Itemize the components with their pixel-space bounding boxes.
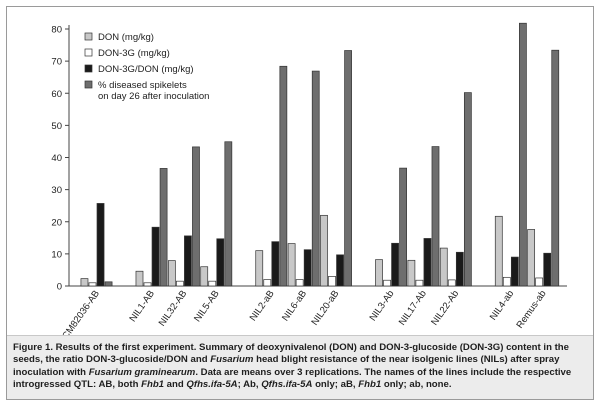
bar xyxy=(502,276,511,287)
bar xyxy=(192,146,200,287)
caption-text: ; Ab, xyxy=(237,379,262,391)
y-tick-label: 80 xyxy=(51,25,62,36)
y-tick-label: 70 xyxy=(51,57,62,68)
bar xyxy=(391,242,399,287)
bar xyxy=(494,215,503,287)
figure-panel: 0 10 20 30 40 50 60 70 80 CM82036-AB NIL1-AB NIL32-… xyxy=(6,6,594,400)
bar xyxy=(151,226,160,287)
bar xyxy=(320,214,328,287)
bar xyxy=(344,50,352,287)
x-tick-label: CM82036-AB xyxy=(60,288,102,335)
bar xyxy=(447,279,456,287)
y-tick-label: 10 xyxy=(51,249,62,260)
chart-legend: DON (mg/kg) DON-3G (mg/kg) DON-3G/DON (mg/… xyxy=(84,32,209,102)
caption-italic: Qfhs.ifa-5A xyxy=(186,379,238,391)
bar xyxy=(104,281,113,287)
figure-caption: Figure 1. Results of the first experimen… xyxy=(7,335,593,399)
caption-italic: Qfhs.ifa-5A xyxy=(261,379,313,391)
y-tick-label: 40 xyxy=(51,153,62,164)
x-tick-label: Remus-ab xyxy=(515,288,549,330)
bar xyxy=(224,141,233,287)
legend-swatch xyxy=(84,32,93,41)
x-tick-label: NIL20-aB xyxy=(309,288,341,327)
bar xyxy=(527,229,536,287)
caption-italic: Fhb1 xyxy=(358,379,382,391)
bar xyxy=(88,282,97,287)
legend-swatch xyxy=(84,64,93,73)
y-tick-label: 20 xyxy=(51,217,62,228)
x-tick-label: NIL22-Ab xyxy=(429,288,461,327)
bar xyxy=(311,70,320,287)
legend-label: DON (mg/kg) xyxy=(98,32,154,43)
bar xyxy=(80,278,89,287)
bar xyxy=(463,92,472,287)
y-tick-label: 60 xyxy=(51,89,62,100)
y-tick-label: 50 xyxy=(51,121,62,132)
bar xyxy=(399,167,407,287)
caption-text: Results of the first experiment. Summary… xyxy=(13,342,569,366)
x-tick-label: NIL1-AB xyxy=(127,288,157,324)
legend-label: DON-3G (mg/kg) xyxy=(98,48,170,59)
caption-figure-label: Figure 1. xyxy=(13,342,53,353)
bar xyxy=(96,203,105,287)
bar-chart: 0 10 20 30 40 50 60 70 80 CM82036-AB NIL1-AB NIL32-… xyxy=(51,22,567,335)
y-tick-label: 30 xyxy=(51,185,62,196)
chart-bars xyxy=(80,22,560,287)
bar xyxy=(455,251,464,287)
bar xyxy=(423,238,432,287)
bar xyxy=(519,22,527,287)
y-tick-label: 0 xyxy=(57,282,62,293)
caption-text: head blight resistance of the near isolg… xyxy=(13,354,560,378)
bar xyxy=(510,256,519,287)
caption-text: . Data are means over 3 replications. Th… xyxy=(13,366,572,391)
bar xyxy=(543,252,552,287)
caption-italic: Fhb1 xyxy=(141,379,165,391)
bar xyxy=(407,259,416,287)
bar xyxy=(439,247,448,287)
caption-text: and xyxy=(164,379,187,391)
bar xyxy=(383,279,391,287)
legend-label: DON-3G/DON (mg/kg) xyxy=(98,64,194,75)
x-tick-label: NIL6-aB xyxy=(280,288,309,323)
bar xyxy=(143,282,152,287)
bar xyxy=(535,277,544,287)
x-tick-label: NIL32-AB xyxy=(157,288,190,328)
legend-swatch xyxy=(84,80,93,89)
bar xyxy=(551,49,560,287)
x-tick-label: NIL4-ab xyxy=(488,288,516,322)
bar xyxy=(159,168,168,287)
bar xyxy=(167,260,176,287)
bar xyxy=(279,65,288,287)
bar xyxy=(176,280,184,287)
legend-label: % diseased spikelets xyxy=(98,80,187,91)
caption-text: only; aB, xyxy=(312,379,359,391)
bar xyxy=(287,243,296,287)
bar xyxy=(415,279,424,287)
bar xyxy=(255,250,264,287)
legend-label: on day 26 after inoculation xyxy=(98,91,209,102)
bar xyxy=(303,249,312,287)
caption-italic: Fusarium graminearum xyxy=(88,366,196,378)
bar xyxy=(200,266,209,287)
bar xyxy=(375,259,383,287)
x-tick-label: NIL17-Ab xyxy=(397,288,429,327)
bar xyxy=(295,279,304,287)
bar xyxy=(216,238,225,287)
bar xyxy=(271,241,280,287)
x-tick-label: NIL2-aB xyxy=(248,288,277,323)
caption-italic: Fusarium xyxy=(210,354,254,366)
bar xyxy=(208,280,217,287)
bar xyxy=(431,146,440,287)
bar xyxy=(328,276,336,287)
x-tick-label: NIL3-Ab xyxy=(368,288,397,323)
bar xyxy=(135,270,144,287)
caption-text: only; ab, none. xyxy=(381,379,452,391)
bar xyxy=(336,254,344,287)
legend-swatch xyxy=(84,48,93,57)
bar xyxy=(263,279,272,287)
x-tick-label: NIL5-AB xyxy=(192,288,222,324)
bar xyxy=(184,235,192,287)
